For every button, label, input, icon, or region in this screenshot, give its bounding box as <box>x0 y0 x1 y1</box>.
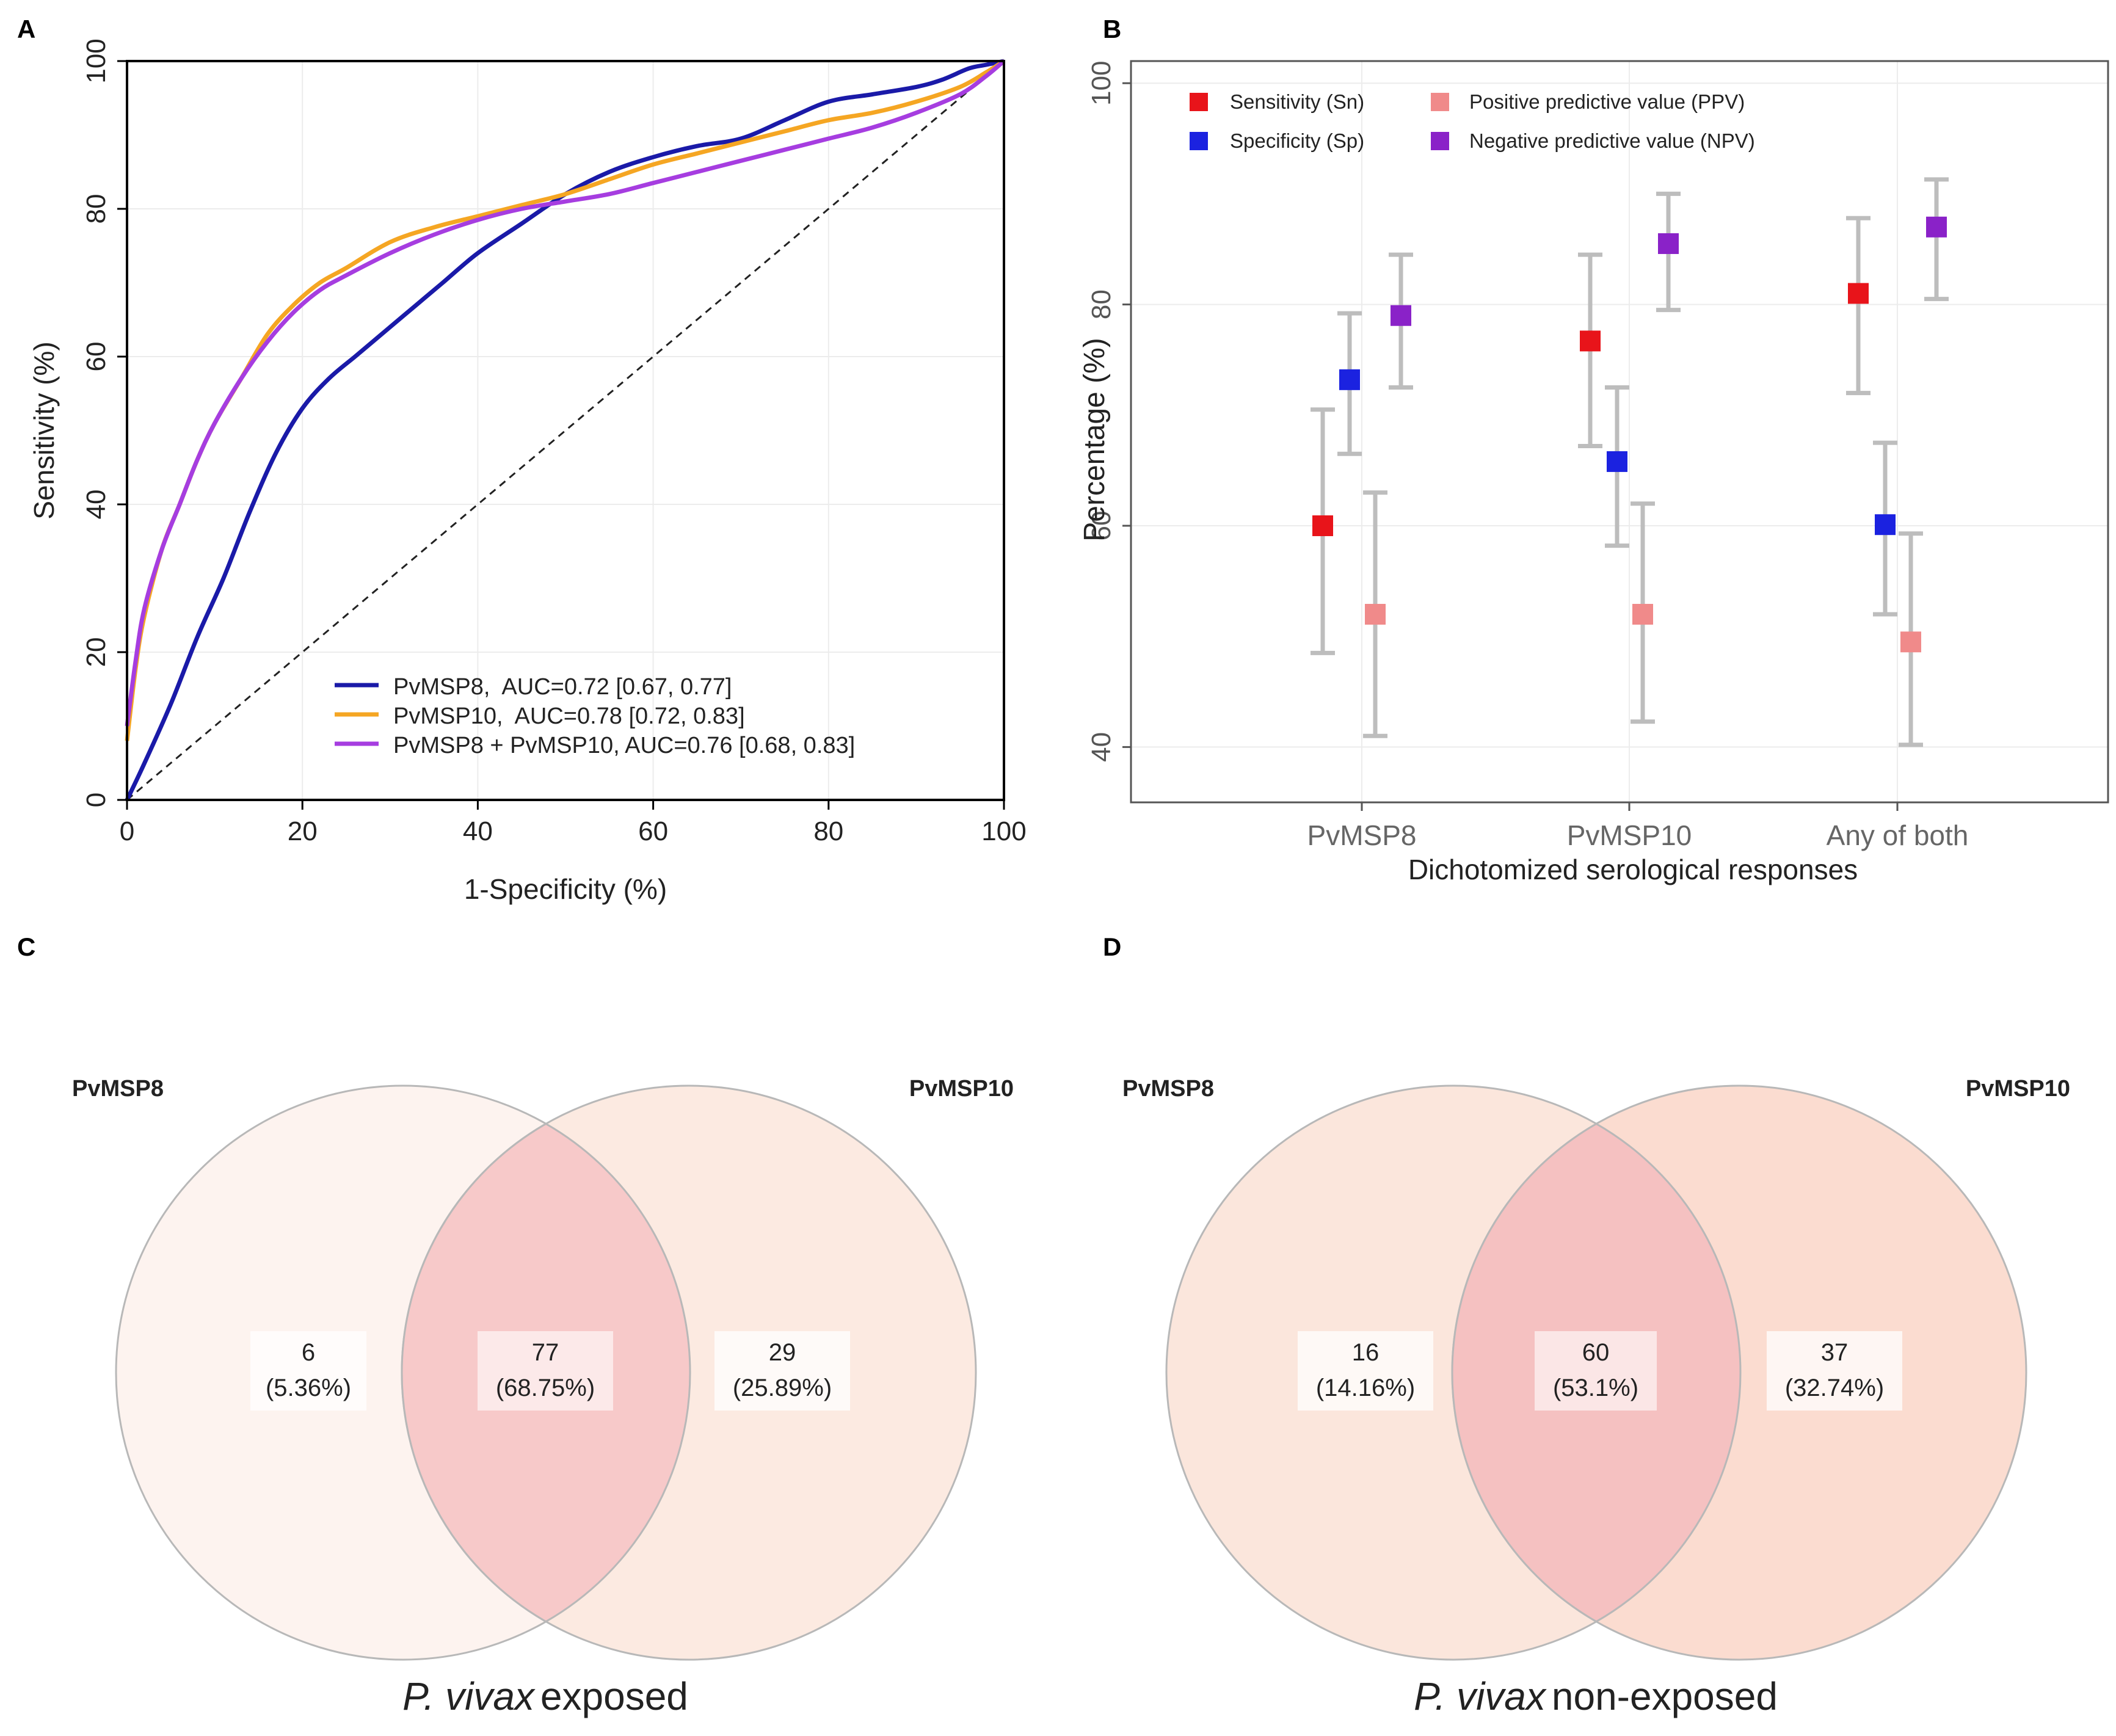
legend-label-ppv: Positive predictive value (PPV) <box>1469 90 1745 113</box>
venn-c-right-count: 29 <box>769 1339 796 1366</box>
venn-c-left-percent: (5.36%) <box>266 1375 351 1401</box>
roc-y-axis-label: Sensitivity (%) <box>28 341 60 519</box>
metric-point <box>1391 305 1411 326</box>
metric-point <box>1926 216 1947 238</box>
legend-label-combined: PvMSP8 + PvMSP10, AUC=0.76 [0.68, 0.83] <box>393 733 855 758</box>
metrics-y-tick-label: 100 <box>1086 61 1116 106</box>
panel-d: D PvMSP8 PvMSP10 16 (14.16%) 60 (53.1%) … <box>1103 932 2070 1718</box>
roc-y-tick-label: 0 <box>81 793 111 807</box>
metrics-plot-frame <box>1130 60 2109 804</box>
venn-c-set-right-label: PvMSP10 <box>909 1076 1014 1102</box>
metrics-y-axis-label: Percentage (%) <box>1078 338 1111 542</box>
venn-d-overlap-percent: (53.1%) <box>1553 1375 1638 1401</box>
venn-d-left-percent: (14.16%) <box>1316 1375 1415 1401</box>
metrics-legend: Sensitivity (Sn) Specificity (Sp) Positi… <box>1190 90 1755 152</box>
legend-label-pvmsp8: PvMSP8, AUC=0.72 [0.67, 0.77] <box>393 674 732 700</box>
venn-d-title-group: non-exposed <box>1552 1674 1778 1718</box>
metric-point <box>1339 369 1360 390</box>
roc-line-pvmsp10 <box>125 59 1005 741</box>
metric-point <box>1900 631 1921 653</box>
venn-d-title-species: P. vivax <box>1414 1674 1547 1718</box>
metric-point <box>1632 603 1653 625</box>
venn-c-left-label-bg <box>250 1331 366 1411</box>
roc-x-tick-label: 60 <box>638 816 668 846</box>
venn-c-title-species: P. vivax <box>402 1674 536 1718</box>
roc-x-tick-label: 80 <box>813 816 843 846</box>
venn-d-set-left-label: PvMSP8 <box>1122 1076 1214 1102</box>
roc-y-tick-label: 40 <box>81 490 111 520</box>
venn-c-overlap-count: 77 <box>532 1339 559 1366</box>
panel-label-b: B <box>1103 15 1121 43</box>
venn-c-overlap-label-bg <box>478 1331 613 1411</box>
metric-point <box>1658 233 1679 254</box>
roc-x-tick-label: 20 <box>288 816 318 846</box>
venn-d-right-label-bg <box>1767 1331 1902 1411</box>
panel-label-a: A <box>17 15 35 43</box>
venn-c-left-count: 6 <box>302 1339 315 1366</box>
roc-x-axis-label: 1-Specificity (%) <box>464 873 667 905</box>
metrics-x-tick-label: Any of both <box>1827 819 1969 851</box>
venn-c-title: P. vivax exposed <box>402 1674 688 1718</box>
metric-point <box>1848 283 1869 304</box>
legend-swatch-sensitivity <box>1190 93 1208 111</box>
venn-d-right-percent: (32.74%) <box>1785 1375 1884 1401</box>
venn-c-title-group: exposed <box>540 1674 688 1718</box>
panel-a: A 0 20 40 60 80 100 0 20 40 60 80 100 1-Specificit… <box>17 15 1027 905</box>
venn-c-right-percent: (25.89%) <box>733 1375 832 1401</box>
roc-x-tick-label: 0 <box>120 816 134 846</box>
venn-d-overlap-count: 60 <box>1582 1339 1610 1366</box>
legend-label-npv: Negative predictive value (NPV) <box>1469 129 1755 152</box>
roc-x-ticks: 0 20 40 60 80 100 <box>120 800 1027 846</box>
legend-label-pvmsp10: PvMSP10, AUC=0.78 [0.72, 0.83] <box>393 703 745 729</box>
venn-d-set-right-label: PvMSP10 <box>1966 1076 2070 1102</box>
metric-point <box>1607 451 1627 472</box>
panel-c: C PvMSP8 PvMSP10 6 (5.36%) 77 (68.75%) 2… <box>17 932 1014 1718</box>
venn-d-right-count: 37 <box>1821 1339 1849 1366</box>
metrics-y-ticks: 40 60 80 100 <box>1086 61 1131 762</box>
legend-label-sensitivity: Sensitivity (Sn) <box>1230 90 1364 113</box>
roc-legend: PvMSP8, AUC=0.72 [0.67, 0.77] PvMSP10, A… <box>335 674 855 758</box>
venn-d-left-label-bg <box>1298 1331 1433 1411</box>
roc-plot-frame <box>126 60 1005 801</box>
roc-y-ticks: 0 20 40 60 80 100 <box>81 38 127 807</box>
venn-c-set-left-label: PvMSP8 <box>72 1076 164 1102</box>
panel-b: B 40 60 80 100 PvMSP8 PvMSP10 Any of both Dic… <box>1078 15 2109 885</box>
metrics-y-tick-label: 40 <box>1086 732 1116 762</box>
roc-y-tick-label: 20 <box>81 637 111 667</box>
metrics-grid <box>1131 61 2108 802</box>
metric-point <box>1875 514 1896 536</box>
venn-d-title: P. vivax non-exposed <box>1414 1674 1778 1718</box>
metrics-x-ticks: PvMSP8 PvMSP10 Any of both <box>1307 802 1969 851</box>
roc-line-pvmsp8 <box>125 59 1005 801</box>
roc-x-tick-label: 100 <box>981 816 1026 846</box>
metric-point <box>1312 515 1333 537</box>
panel-label-c: C <box>17 932 35 961</box>
metric-point <box>1580 330 1601 352</box>
roc-y-tick-label: 100 <box>81 38 111 83</box>
metrics-y-tick-label: 60 <box>1086 511 1116 541</box>
roc-x-tick-label: 40 <box>463 816 493 846</box>
metrics-x-axis-label: Dichotomized serological responses <box>1408 854 1858 885</box>
venn-d-overlap-label-bg <box>1535 1331 1657 1411</box>
panel-label-d: D <box>1103 932 1121 961</box>
venn-d-left-count: 16 <box>1352 1339 1380 1366</box>
venn-c-overlap-percent: (68.75%) <box>496 1375 595 1401</box>
metrics-points <box>1312 216 1947 653</box>
metrics-x-tick-label: PvMSP8 <box>1307 819 1417 851</box>
roc-y-tick-label: 80 <box>81 194 111 224</box>
venn-c-right-label-bg <box>714 1331 850 1411</box>
legend-swatch-specificity <box>1190 132 1208 150</box>
metric-point <box>1365 603 1386 625</box>
metrics-x-tick-label: PvMSP10 <box>1567 819 1692 851</box>
roc-line-combined <box>125 59 1006 727</box>
roc-y-tick-label: 60 <box>81 342 111 372</box>
roc-reference-line <box>126 60 1005 801</box>
legend-swatch-ppv <box>1431 93 1449 111</box>
legend-swatch-npv <box>1431 132 1449 150</box>
legend-label-specificity: Specificity (Sp) <box>1230 129 1364 152</box>
metrics-y-tick-label: 80 <box>1086 289 1116 319</box>
